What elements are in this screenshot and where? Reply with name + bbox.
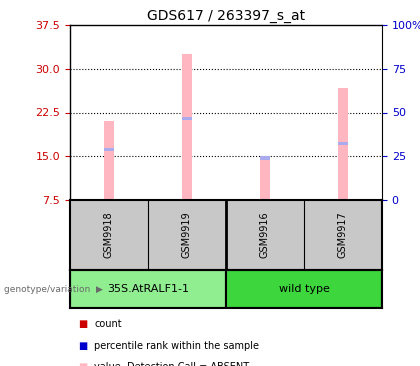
Text: value, Detection Call = ABSENT: value, Detection Call = ABSENT bbox=[94, 362, 249, 366]
Bar bbox=[226, 270, 382, 308]
Bar bbox=[260, 156, 270, 160]
Text: count: count bbox=[94, 320, 122, 329]
Bar bbox=[104, 147, 114, 151]
Bar bbox=[339, 142, 348, 145]
Text: wild type: wild type bbox=[278, 284, 329, 294]
Bar bbox=[182, 54, 192, 200]
Text: ■: ■ bbox=[78, 362, 87, 366]
Text: percentile rank within the sample: percentile rank within the sample bbox=[94, 341, 260, 351]
Bar bbox=[70, 270, 226, 308]
Text: ■: ■ bbox=[78, 320, 87, 329]
Text: ■: ■ bbox=[78, 341, 87, 351]
Title: GDS617 / 263397_s_at: GDS617 / 263397_s_at bbox=[147, 8, 305, 23]
Text: 35S.AtRALF1-1: 35S.AtRALF1-1 bbox=[107, 284, 189, 294]
Bar bbox=[260, 158, 270, 200]
Text: GSM9916: GSM9916 bbox=[260, 212, 270, 258]
Text: GSM9919: GSM9919 bbox=[182, 212, 192, 258]
Bar bbox=[182, 117, 192, 120]
Bar bbox=[339, 88, 348, 200]
Bar bbox=[104, 121, 114, 200]
Text: GSM9918: GSM9918 bbox=[104, 212, 114, 258]
Text: GSM9917: GSM9917 bbox=[338, 212, 348, 258]
Text: genotype/variation  ▶: genotype/variation ▶ bbox=[4, 284, 103, 294]
